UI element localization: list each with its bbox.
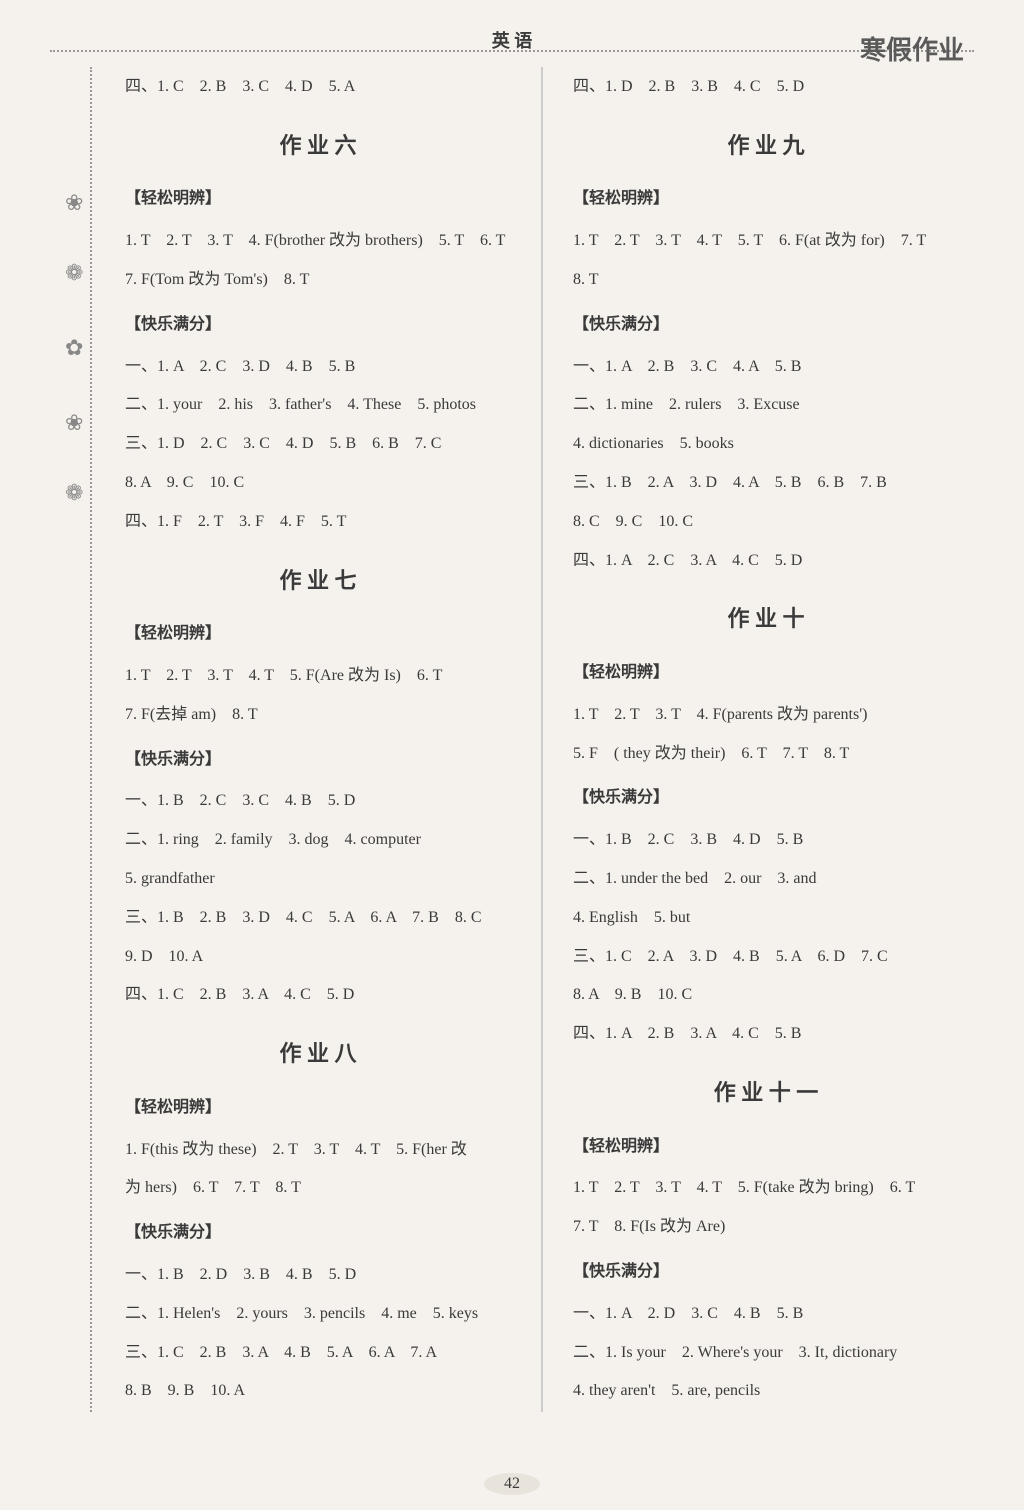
answer-line: 8. C 9. C 10. C <box>573 504 959 541</box>
answer-line: 四、1. F 2. T 3. F 4. F 5. T <box>125 504 511 541</box>
answer-line: 1. T 2. T 3. T 4. T 5. F(take 改为 bring) … <box>573 1170 959 1207</box>
answer-line: 7. F(Tom 改为 Tom's) 8. T <box>125 262 511 299</box>
homework-title: 作 业 十 一 <box>573 1068 959 1119</box>
answer-line: 4. dictionaries 5. books <box>573 426 959 463</box>
answer-line: 一、1. B 2. C 3. B 4. D 5. B <box>573 822 959 859</box>
section-header: 【快乐满分】 <box>125 307 511 344</box>
answer-line: 8. A 9. B 10. C <box>573 977 959 1014</box>
answer-line: 8. A 9. C 10. C <box>125 465 511 502</box>
answer-line: 5. F ( they 改为 their) 6. T 7. T 8. T <box>573 736 959 773</box>
answer-line: 5. grandfather <box>125 861 511 898</box>
page-header: 英 语 寒假作业 <box>0 0 1024 50</box>
homework-title: 作 业 九 <box>573 121 959 172</box>
answer-line: 四、1. A 2. B 3. A 4. C 5. B <box>573 1016 959 1053</box>
answer-line: 4. they aren't 5. are, pencils <box>573 1373 959 1410</box>
answer-line: 四、1. A 2. C 3. A 4. C 5. D <box>573 543 959 580</box>
answer-line: 1. T 2. T 3. T 4. T 5. T 6. F(at 改为 for)… <box>573 223 959 260</box>
answer-line: 1. F(this 改为 these) 2. T 3. T 4. T 5. F(… <box>125 1132 511 1169</box>
answer-line: 二、1. Helen's 2. yours 3. pencils 4. me 5… <box>125 1296 511 1333</box>
answer-line: 9. D 10. A <box>125 939 511 976</box>
answer-line: 4. English 5. but <box>573 900 959 937</box>
section-header: 【轻松明辨】 <box>125 616 511 653</box>
section-header: 【快乐满分】 <box>125 1215 511 1252</box>
answer-line: 1. T 2. T 3. T 4. T 5. F(Are 改为 Is) 6. T <box>125 658 511 695</box>
section-header: 【快乐满分】 <box>573 780 959 817</box>
answer-line: 一、1. A 2. B 3. C 4. A 5. B <box>573 349 959 386</box>
answer-line: 一、1. B 2. D 3. B 4. B 5. D <box>125 1257 511 1294</box>
left-margin-line <box>90 67 92 1412</box>
section-header: 【轻松明辨】 <box>573 655 959 692</box>
page-number: 42 <box>484 1473 540 1495</box>
answer-line: 1. T 2. T 3. T 4. F(parents 改为 parents') <box>573 697 959 734</box>
answer-line: 三、1. D 2. C 3. C 4. D 5. B 6. B 7. C <box>125 426 511 463</box>
answer-line: 7. T 8. F(Is 改为 Are) <box>573 1209 959 1246</box>
answer-line: 二、1. your 2. his 3. father's 4. These 5.… <box>125 387 511 424</box>
left-column: 四、1. C 2. B 3. C 4. D 5. A 作 业 六 【轻松明辨】 … <box>110 67 536 1412</box>
answer-line: 8. T <box>573 262 959 299</box>
answer-line: 二、1. mine 2. rulers 3. Excuse <box>573 387 959 424</box>
answer-line: 三、1. C 2. A 3. D 4. B 5. A 6. D 7. C <box>573 939 959 976</box>
answer-line: 一、1. B 2. C 3. C 4. B 5. D <box>125 783 511 820</box>
answer-line: 三、1. B 2. A 3. D 4. A 5. B 6. B 7. B <box>573 465 959 502</box>
answer-line: 8. B 9. B 10. A <box>125 1373 511 1410</box>
section-header: 【轻松明辨】 <box>125 181 511 218</box>
homework-title: 作 业 十 <box>573 594 959 645</box>
answer-line: 二、1. ring 2. family 3. dog 4. computer <box>125 822 511 859</box>
section-header: 【快乐满分】 <box>573 1254 959 1291</box>
section-header: 【轻松明辨】 <box>573 1129 959 1166</box>
section-header: 【轻松明辨】 <box>125 1090 511 1127</box>
workbook-title: 寒假作业 <box>860 30 964 67</box>
answer-line: 一、1. A 2. D 3. C 4. B 5. B <box>573 1296 959 1333</box>
answer-line: 一、1. A 2. C 3. D 4. B 5. B <box>125 349 511 386</box>
answer-line: 二、1. under the bed 2. our 3. and <box>573 861 959 898</box>
main-content: 四、1. C 2. B 3. C 4. D 5. A 作 业 六 【轻松明辨】 … <box>0 67 1024 1412</box>
answer-line: 三、1. C 2. B 3. A 4. B 5. A 6. A 7. A <box>125 1335 511 1372</box>
answer-line: 7. F(去掉 am) 8. T <box>125 697 511 734</box>
answer-line: 三、1. B 2. B 3. D 4. C 5. A 6. A 7. B 8. … <box>125 900 511 937</box>
section-header: 【快乐满分】 <box>125 742 511 779</box>
section-header: 【快乐满分】 <box>573 307 959 344</box>
answer-line: 四、1. C 2. B 3. C 4. D 5. A <box>125 69 511 106</box>
answer-line: 1. T 2. T 3. T 4. F(brother 改为 brothers)… <box>125 223 511 260</box>
answer-line: 二、1. Is your 2. Where's your 3. It, dict… <box>573 1335 959 1372</box>
subject-label: 英 语 <box>492 27 533 53</box>
answer-line: 四、1. D 2. B 3. B 4. C 5. D <box>573 69 959 106</box>
column-divider <box>541 67 543 1412</box>
homework-title: 作 业 八 <box>125 1029 511 1080</box>
homework-title: 作 业 七 <box>125 556 511 607</box>
homework-title: 作 业 六 <box>125 121 511 172</box>
section-header: 【轻松明辨】 <box>573 181 959 218</box>
answer-line: 为 hers) 6. T 7. T 8. T <box>125 1170 511 1207</box>
answer-line: 四、1. C 2. B 3. A 4. C 5. D <box>125 977 511 1014</box>
right-column: 四、1. D 2. B 3. B 4. C 5. D 作 业 九 【轻松明辨】 … <box>548 67 974 1412</box>
